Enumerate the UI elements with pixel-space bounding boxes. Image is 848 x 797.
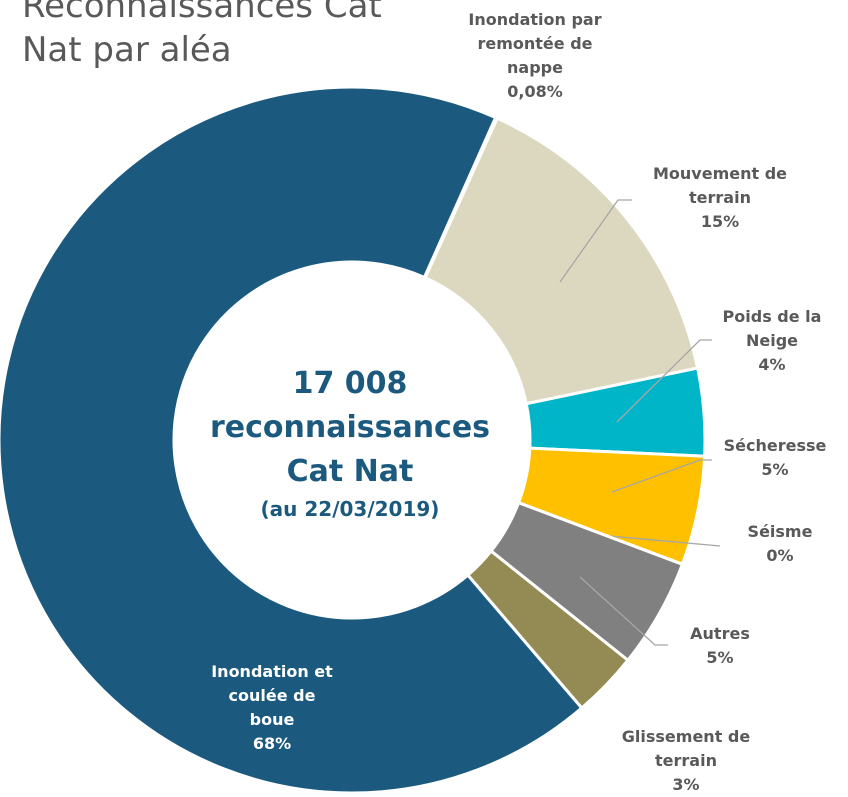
leader-line xyxy=(597,534,721,547)
value-label: 5% xyxy=(761,460,789,479)
leader-line xyxy=(616,339,712,423)
category-label: Inondation par remontée de nappe xyxy=(468,10,602,77)
value-label: 5% xyxy=(706,648,734,667)
category-label: Autres xyxy=(690,624,750,643)
leader-line xyxy=(579,576,668,646)
slice-label: Inondation et coulée de boue 68% xyxy=(205,660,339,756)
center-label: 17 008 reconnaissances Cat Nat (au 22/03… xyxy=(200,362,500,524)
center-subtext: (au 22/03/2019) xyxy=(260,497,440,521)
slice-label: Glissement de terrain 3% xyxy=(601,725,771,797)
value-label: 4% xyxy=(758,355,786,374)
donut-slice xyxy=(423,116,700,406)
category-label: Sécheresse xyxy=(723,436,827,455)
category-label: Séisme xyxy=(747,522,813,541)
chart-title: Reconnaissances Cat Nat par aléa xyxy=(22,0,382,70)
slice-label: Séisme 0% xyxy=(730,520,830,568)
slice-label: Mouvement de terrain 15% xyxy=(635,162,805,234)
category-label: Mouvement de terrain xyxy=(652,164,788,207)
center-text: 17 008 reconnaissances Cat Nat xyxy=(209,366,491,489)
slice-label: Sécheresse 5% xyxy=(710,434,840,482)
category-label: Glissement de terrain xyxy=(621,727,751,770)
value-label: 3% xyxy=(672,775,700,794)
value-label: 0,08% xyxy=(507,82,563,101)
donut-slice xyxy=(0,85,584,795)
value-label: 68% xyxy=(252,734,292,753)
slice-label: Inondation par remontée de nappe 0,08% xyxy=(460,8,610,104)
slice-label: Poids de la Neige 4% xyxy=(712,305,832,377)
category-label: Poids de la Neige xyxy=(722,307,822,350)
value-label: 15% xyxy=(700,212,740,231)
value-label: 0% xyxy=(766,546,794,565)
slice-label: Autres 5% xyxy=(670,622,770,670)
leader-line xyxy=(611,459,712,493)
category-label: Inondation et coulée de boue xyxy=(211,662,333,729)
leader-line xyxy=(559,199,632,283)
